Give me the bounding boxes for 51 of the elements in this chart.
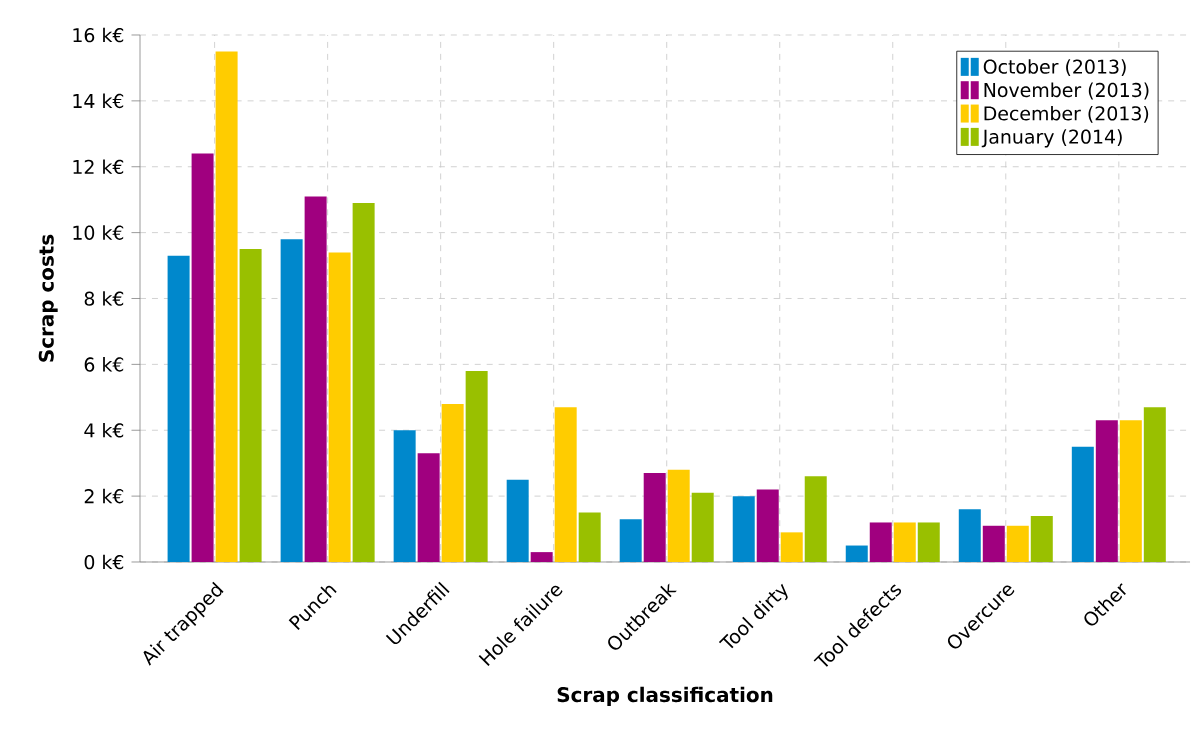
bar: [869, 522, 892, 562]
bar: [465, 370, 488, 562]
bar: [667, 469, 690, 562]
y-tick-label: 12 k€: [73, 159, 124, 175]
bar: [917, 522, 940, 562]
bar: [578, 512, 601, 562]
bar: [756, 489, 779, 562]
bar: [732, 496, 755, 562]
bar: [619, 519, 642, 562]
bar: [780, 532, 803, 562]
bar: [304, 196, 327, 562]
legend-label: November (2013): [984, 82, 1149, 100]
legend-label: January (2014): [981, 129, 1122, 148]
bar: [804, 476, 827, 562]
bar: [982, 525, 1005, 562]
bar: [1006, 525, 1029, 562]
bar: [691, 492, 714, 562]
y-tick-label: 6 k€: [84, 357, 124, 372]
y-tick-label: 2 k€: [84, 488, 124, 504]
bar: [167, 255, 190, 562]
x-axis-title: Scrap classification: [557, 686, 773, 707]
y-tick-label: 0 k€: [84, 554, 124, 570]
legend-label: December (2013): [984, 105, 1149, 123]
bar: [1143, 407, 1166, 562]
legend-label: October (2013): [983, 59, 1126, 77]
bar: [554, 407, 577, 562]
bar: [958, 509, 981, 562]
bar: [893, 522, 916, 562]
bar: [191, 153, 214, 562]
bar: [1030, 515, 1053, 562]
bar: [506, 479, 529, 562]
y-axis-title: Scrap costs: [38, 234, 58, 362]
bar: [215, 51, 238, 562]
bar: [530, 552, 553, 562]
bar: [1119, 420, 1142, 562]
bar: [441, 403, 464, 562]
bar: [845, 545, 868, 562]
bar: [352, 202, 375, 562]
bar: [1071, 446, 1094, 562]
bar: [393, 430, 416, 562]
bar: [417, 453, 440, 562]
bar: [643, 473, 666, 562]
y-tick-label: 4 k€: [84, 422, 124, 438]
y-tick-label: 14 k€: [73, 93, 124, 109]
bar: [239, 249, 262, 562]
y-tick-label: 16 k€: [73, 27, 124, 43]
y-tick-label: 8 k€: [84, 291, 124, 306]
bar: [328, 252, 351, 562]
y-tick-label: 10 k€: [73, 225, 124, 240]
bar: [1095, 420, 1118, 562]
bar: [280, 239, 303, 562]
